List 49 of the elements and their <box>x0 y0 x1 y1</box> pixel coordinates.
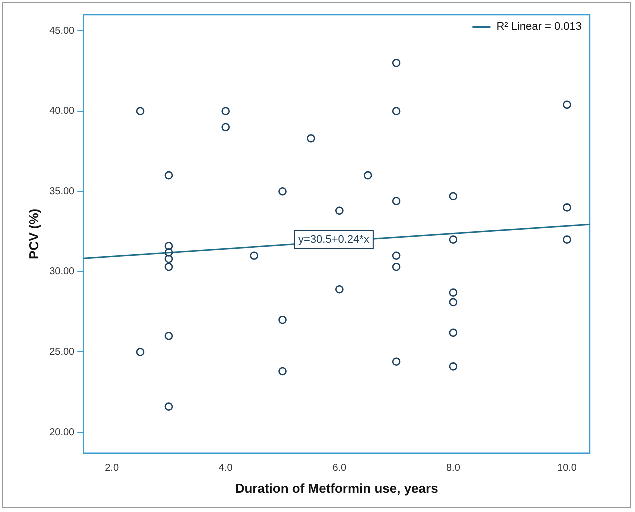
point <box>449 236 458 244</box>
point <box>278 367 287 376</box>
annotation: y=30.5+0.24*x <box>298 234 370 246</box>
point <box>136 348 145 356</box>
x-tick-label: 6.0 <box>332 463 348 474</box>
point <box>563 236 572 244</box>
y-tick-label: 30.00 <box>50 266 76 278</box>
point <box>392 252 401 260</box>
point <box>278 187 287 196</box>
point <box>222 123 230 132</box>
y-tick-label: 40.00 <box>50 106 76 118</box>
point <box>278 316 287 324</box>
point <box>336 206 344 216</box>
point <box>392 262 401 272</box>
y-tick-label: 20.00 <box>50 427 76 438</box>
y-tick-label: 45.00 <box>50 26 76 37</box>
x-tick-label: 2.0 <box>105 463 120 474</box>
point <box>563 100 572 110</box>
point <box>336 285 344 294</box>
point <box>164 254 174 264</box>
point <box>164 248 174 257</box>
point <box>449 192 458 201</box>
point <box>164 171 174 180</box>
point <box>364 171 372 180</box>
point <box>136 107 145 116</box>
point <box>392 107 401 116</box>
point <box>563 204 572 212</box>
legend-label: R² Linear = 0.013 <box>496 21 582 34</box>
point <box>392 358 401 366</box>
point <box>222 107 230 116</box>
y-axis-title: PCV (%) <box>26 208 42 260</box>
point <box>449 362 458 371</box>
point <box>392 197 401 206</box>
x-axis-title: Duration of Metformin use, years <box>235 480 438 496</box>
x-tick-label: 8.0 <box>446 463 461 474</box>
point <box>307 134 316 143</box>
point <box>164 242 174 250</box>
point <box>250 252 258 260</box>
y-tick-label: 35.00 <box>50 186 76 198</box>
point <box>392 59 401 68</box>
point <box>449 328 458 338</box>
point <box>449 288 458 297</box>
point <box>164 332 174 340</box>
x-tick-label: 4.0 <box>218 463 234 474</box>
x-tick-label: 10.0 <box>558 463 578 474</box>
y-tick-label: 25.00 <box>50 346 76 358</box>
point <box>449 298 458 307</box>
point <box>164 402 174 411</box>
point <box>164 262 174 272</box>
